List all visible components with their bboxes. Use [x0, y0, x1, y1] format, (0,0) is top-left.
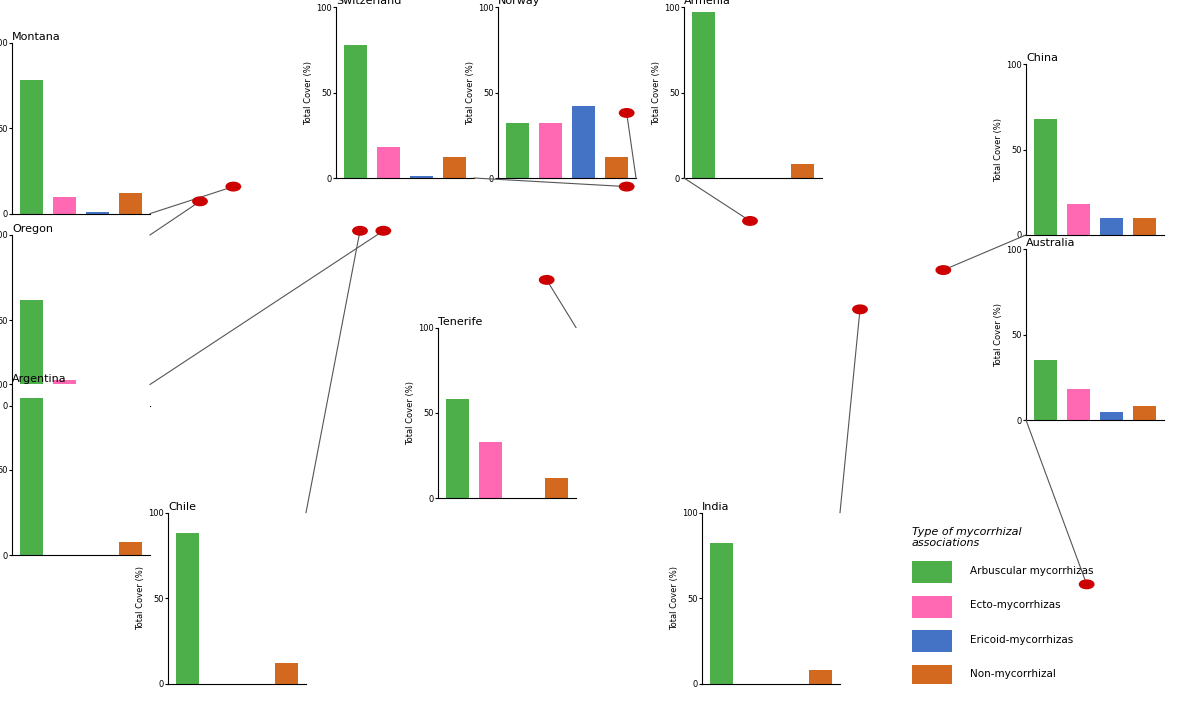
Bar: [572, 106, 595, 178]
Bar: [20, 80, 43, 214]
Y-axis label: Total Cover (%): Total Cover (%): [671, 566, 679, 630]
Bar: [605, 157, 628, 178]
FancyBboxPatch shape: [912, 561, 952, 583]
Bar: [710, 543, 733, 684]
FancyBboxPatch shape: [912, 665, 952, 686]
Bar: [1067, 204, 1090, 235]
FancyBboxPatch shape: [912, 630, 952, 652]
Bar: [545, 478, 568, 498]
Bar: [20, 398, 43, 555]
Text: Norway: Norway: [498, 0, 540, 6]
Bar: [176, 533, 199, 684]
Bar: [692, 12, 715, 178]
Text: Ericoid-mycorrhizas: Ericoid-mycorrhizas: [970, 634, 1073, 644]
Y-axis label: Total Cover (%): Total Cover (%): [467, 61, 475, 125]
Y-axis label: Total Cover (%): Total Cover (%): [137, 566, 145, 630]
Y-axis label: Total Cover (%): Total Cover (%): [995, 303, 1003, 367]
Text: Oregon: Oregon: [12, 224, 53, 234]
Bar: [1067, 389, 1090, 420]
Text: Arbuscular mycorrhizas: Arbuscular mycorrhizas: [970, 566, 1093, 576]
Y-axis label: Total Cover (%): Total Cover (%): [653, 61, 661, 125]
Y-axis label: Total Cover (%): Total Cover (%): [407, 381, 415, 445]
Text: Argentina: Argentina: [12, 374, 67, 384]
Bar: [1100, 218, 1123, 235]
Bar: [446, 399, 469, 498]
Text: Chile: Chile: [168, 502, 196, 512]
Bar: [410, 177, 433, 178]
Bar: [20, 300, 43, 406]
Text: Armenia: Armenia: [684, 0, 731, 6]
Bar: [86, 392, 109, 406]
Text: China: China: [1026, 53, 1058, 63]
FancyBboxPatch shape: [912, 596, 952, 618]
Bar: [1133, 218, 1156, 235]
Bar: [119, 193, 142, 214]
Bar: [53, 380, 76, 406]
Text: Australia: Australia: [1026, 239, 1075, 248]
Bar: [1034, 119, 1057, 235]
Bar: [506, 123, 529, 178]
Text: Non-mycorrhizal: Non-mycorrhizal: [970, 669, 1056, 679]
Text: Switzerland: Switzerland: [336, 0, 401, 6]
Bar: [809, 670, 832, 684]
Bar: [119, 385, 142, 406]
Bar: [377, 147, 400, 178]
Bar: [275, 663, 298, 684]
Text: Montana: Montana: [12, 32, 61, 42]
Bar: [1100, 412, 1123, 420]
Bar: [119, 542, 142, 555]
Bar: [539, 123, 562, 178]
Bar: [791, 164, 814, 178]
Bar: [86, 212, 109, 214]
Bar: [1133, 407, 1156, 420]
Bar: [53, 197, 76, 214]
Text: Ecto-mycorrhizas: Ecto-mycorrhizas: [970, 600, 1061, 610]
Text: India: India: [702, 502, 730, 512]
Bar: [443, 157, 466, 178]
Y-axis label: Total Cover (%): Total Cover (%): [305, 61, 313, 125]
Bar: [344, 45, 367, 178]
Text: Tenerife: Tenerife: [438, 317, 482, 327]
Text: Type of mycorrhizal
associations: Type of mycorrhizal associations: [912, 527, 1021, 548]
Y-axis label: Total Cover (%): Total Cover (%): [995, 117, 1003, 182]
Bar: [479, 442, 502, 498]
Bar: [1034, 360, 1057, 420]
